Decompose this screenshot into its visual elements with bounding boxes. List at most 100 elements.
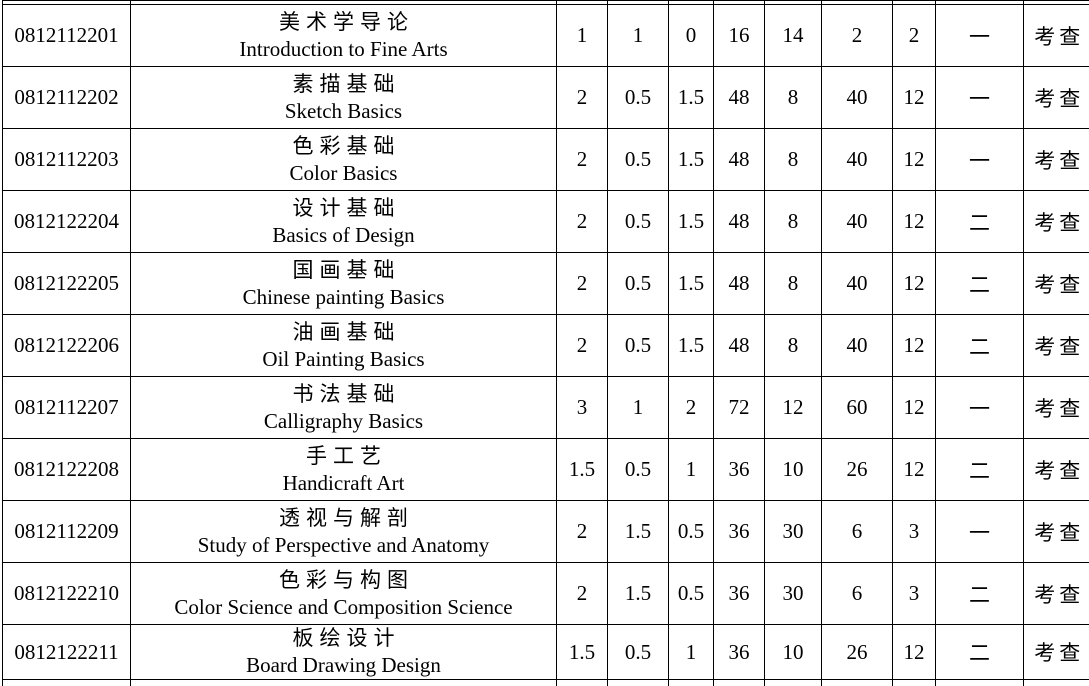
numeric-cell: 8 [764, 66, 822, 129]
numeric-cell: 1.5 [668, 66, 714, 129]
numeric-cell: 3 [892, 562, 936, 625]
numeric-cell: 2 [556, 190, 608, 253]
numeric-cell: 48 [713, 252, 765, 315]
table-row: 0812112202 素描基础 Sketch Basics 2 0.5 1.5 … [2, 66, 1089, 129]
numeric-cell: 3 [892, 500, 936, 563]
numeric-cell: 30 [764, 562, 822, 625]
numeric-cell: 8 [764, 128, 822, 191]
numeric-cell: 12 [892, 190, 936, 253]
numeric-cell: 10 [764, 438, 822, 501]
course-name-cn: 色彩基础 [292, 133, 401, 158]
numeric-cell: 2 [556, 314, 608, 377]
course-name-en: Board Drawing Design [246, 653, 441, 677]
numeric-cell: 26 [821, 438, 893, 501]
assessment-cell: 考查 [1023, 128, 1089, 191]
numeric-cell: 1.5 [668, 252, 714, 315]
numeric-cell: 8 [764, 252, 822, 315]
course-code-cell: 0812122211 [2, 624, 131, 680]
course-code-cell: 0812112202 [2, 66, 131, 129]
numeric-cell: 3 [556, 376, 608, 439]
numeric-cell: 36 [713, 562, 765, 625]
numeric-cell: 36 [713, 500, 765, 563]
course-name-cell: 美术学导论 Introduction to Fine Arts [130, 4, 557, 67]
assessment-cell: 考查 [1023, 562, 1089, 625]
numeric-cell: 40 [821, 252, 893, 315]
numeric-cell: 1 [607, 4, 669, 67]
numeric-cell: 6 [821, 500, 893, 563]
numeric-cell: 40 [821, 314, 893, 377]
course-name-cn: 设计基础 [292, 195, 401, 220]
course-code-cell: 0812112209 [2, 500, 131, 563]
numeric-cell: 2 [892, 4, 936, 67]
numeric-cell: 2 [668, 376, 714, 439]
course-code-cell: 0812112201 [2, 4, 131, 67]
course-code-cell: 0812122206 [2, 314, 131, 377]
numeric-cell: 2 [556, 128, 608, 191]
numeric-cell: 10 [764, 624, 822, 680]
table-row: 0812112207 书法基础 Calligraphy Basics 3 1 2… [2, 376, 1089, 439]
semester-cell: 二 [935, 562, 1024, 625]
numeric-cell: 40 [821, 66, 893, 129]
cropped-cell [668, 679, 714, 686]
assessment-cell: 考查 [1023, 624, 1089, 680]
course-name-cn: 素描基础 [292, 71, 401, 96]
numeric-cell: 48 [713, 128, 765, 191]
cropped-cell [935, 679, 1024, 686]
course-name-en: Oil Painting Basics [262, 346, 425, 371]
numeric-cell: 1 [607, 376, 669, 439]
cropped-cell [713, 679, 765, 686]
numeric-cell: 0.5 [607, 624, 669, 680]
numeric-cell: 48 [713, 314, 765, 377]
table-row: 0812112203 色彩基础 Color Basics 2 0.5 1.5 4… [2, 128, 1089, 191]
course-name-cn: 手工艺 [306, 443, 387, 468]
course-name-cn: 书法基础 [292, 381, 401, 406]
semester-cell: 二 [935, 624, 1024, 680]
course-name-cn: 透视与解剖 [279, 505, 414, 530]
numeric-cell: 6 [821, 562, 893, 625]
numeric-cell: 8 [764, 190, 822, 253]
numeric-cell: 1 [556, 4, 608, 67]
numeric-cell: 48 [713, 190, 765, 253]
semester-cell: 二 [935, 438, 1024, 501]
course-name-cell: 透视与解剖 Study of Perspective and Anatomy [130, 500, 557, 563]
numeric-cell: 12 [892, 66, 936, 129]
course-name-cell: 国画基础 Chinese painting Basics [130, 252, 557, 315]
numeric-cell: 1.5 [668, 128, 714, 191]
semester-cell: 一 [935, 66, 1024, 129]
numeric-cell: 0.5 [668, 562, 714, 625]
course-name-cell: 素描基础 Sketch Basics [130, 66, 557, 129]
table-row: 0812122211 板绘设计 Board Drawing Design 1.5… [2, 624, 1089, 680]
course-name-cell: 设计基础 Basics of Design [130, 190, 557, 253]
numeric-cell: 2 [556, 562, 608, 625]
course-name-en: Handicraft Art [282, 470, 405, 495]
course-name-en: Color Basics [289, 160, 398, 185]
cropped-cell [2, 679, 131, 686]
assessment-cell: 考查 [1023, 438, 1089, 501]
assessment-cell: 考查 [1023, 190, 1089, 253]
table-row: 0812122204 设计基础 Basics of Design 2 0.5 1… [2, 190, 1089, 253]
cropped-cell [764, 679, 822, 686]
numeric-cell: 1 [668, 438, 714, 501]
assessment-cell: 考查 [1023, 252, 1089, 315]
course-name-cell: 手工艺 Handicraft Art [130, 438, 557, 501]
numeric-cell: 1.5 [556, 624, 608, 680]
numeric-cell: 12 [892, 252, 936, 315]
numeric-cell: 1.5 [668, 314, 714, 377]
table-row: 0812122205 国画基础 Chinese painting Basics … [2, 252, 1089, 315]
numeric-cell: 1.5 [556, 438, 608, 501]
cropped-cell [556, 679, 608, 686]
semester-cell: 二 [935, 252, 1024, 315]
course-code-cell: 0812122204 [2, 190, 131, 253]
numeric-cell: 0.5 [607, 190, 669, 253]
semester-cell: 二 [935, 314, 1024, 377]
course-name-en: Introduction to Fine Arts [239, 36, 448, 61]
cropped-cell [892, 679, 936, 686]
semester-cell: 一 [935, 128, 1024, 191]
numeric-cell: 12 [892, 438, 936, 501]
semester-cell: 二 [935, 190, 1024, 253]
assessment-cell: 考查 [1023, 66, 1089, 129]
course-name-cell: 书法基础 Calligraphy Basics [130, 376, 557, 439]
numeric-cell: 2 [556, 252, 608, 315]
assessment-cell: 考查 [1023, 500, 1089, 563]
